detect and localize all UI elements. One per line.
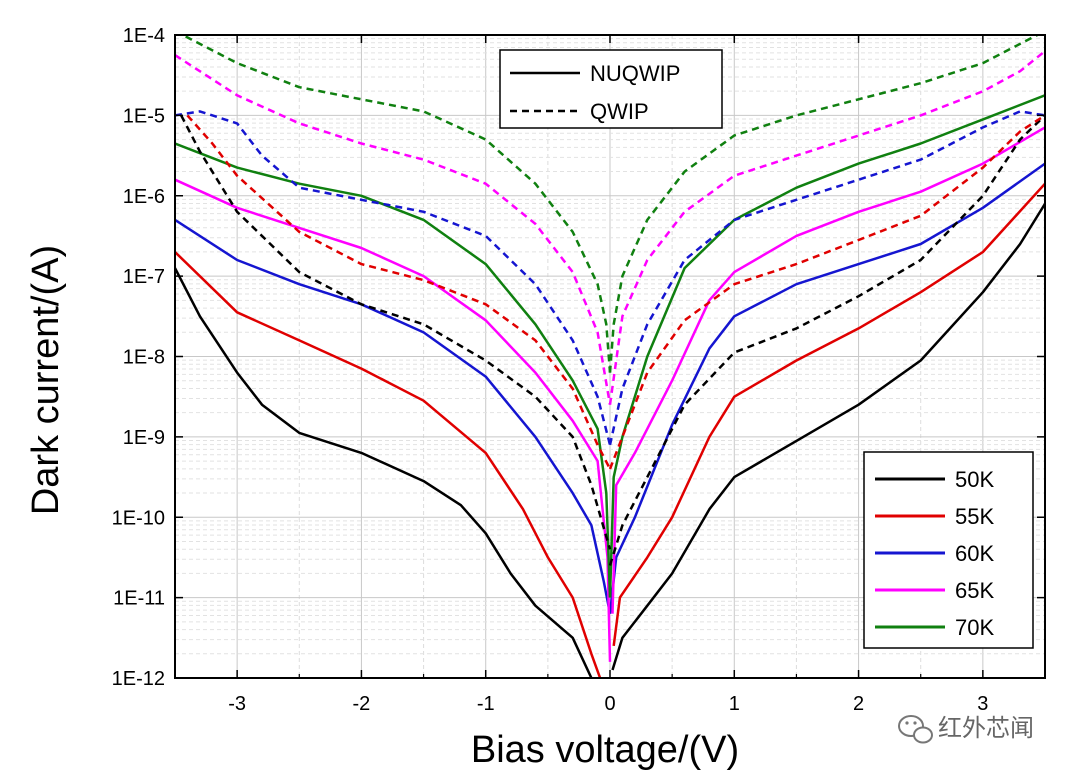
x-tick-label: -1	[477, 693, 495, 715]
legend-label-55k: 55K	[955, 504, 994, 529]
x-tick-label: -2	[353, 693, 371, 715]
series-55k-qwip	[186, 114, 612, 470]
x-tick-label: 1	[729, 693, 740, 715]
series-50k-qwip	[608, 114, 1045, 566]
series-65k-qwip	[175, 54, 612, 405]
legend-temperature: 50K 55K 60K 65K 70K	[863, 451, 1034, 649]
legend-label-70k: 70K	[955, 615, 994, 640]
series-60k-nuqwip	[608, 162, 1045, 614]
series-70k-qwip	[608, 35, 1040, 373]
y-tick-label: 1E-8	[123, 347, 165, 369]
series-55k-nuqwip	[612, 182, 1045, 647]
series-50k-qwip	[180, 114, 612, 550]
legend-device: NUQWIP QWIP	[499, 49, 723, 129]
y-axis-title: Dark current/(A)	[25, 245, 67, 515]
series-60k-qwip	[175, 110, 612, 446]
watermark: 红外芯闻	[898, 714, 1034, 744]
series-65k-nuqwip	[175, 178, 612, 662]
legend-qwip-label: QWIP	[590, 99, 649, 124]
legend-nuqwip-label: NUQWIP	[590, 61, 680, 86]
y-tick-label: 1E-11	[113, 588, 165, 610]
series-60k-qwip	[608, 110, 1045, 446]
series-55k-qwip	[608, 114, 1045, 470]
series-70k-qwip	[180, 35, 612, 373]
y-tick-label: 1E-7	[123, 266, 165, 288]
y-tick-label: 1E-5	[123, 105, 165, 127]
series-65k-qwip	[608, 50, 1045, 405]
series-group	[175, 35, 1045, 678]
series-55k-nuqwip	[175, 251, 602, 678]
legend-temp-box	[863, 451, 1034, 649]
series-60k-nuqwip	[175, 218, 612, 614]
legend-label-60k: 60K	[955, 541, 994, 566]
wechat-icon	[898, 715, 933, 744]
x-tick-label: 3	[977, 693, 988, 715]
x-tick-label: 0	[604, 693, 615, 715]
series-50k-nuqwip	[175, 267, 593, 678]
legend-label-65k: 65K	[955, 578, 994, 603]
watermark-text: 红外芯闻	[938, 714, 1034, 742]
legend-device-box	[499, 49, 723, 129]
legend-label-50k: 50K	[955, 467, 994, 492]
y-tick-label: 1E-6	[123, 186, 165, 208]
y-tick-label: 1E-10	[112, 507, 165, 529]
series-65k-nuqwip	[611, 126, 1045, 614]
y-tick-label: 1E-9	[123, 427, 165, 449]
y-tick-label: 1E-4	[123, 25, 165, 47]
x-tick-label: 2	[853, 693, 864, 715]
x-tick-label: -3	[228, 693, 246, 715]
axis-ticks: -3 -2 -1 0 1 2 3 1E-12 1E-11 1E-10 1E-9 1E-8 1E-7 1E-…	[112, 25, 1045, 715]
series-50k-nuqwip	[611, 203, 1045, 671]
x-axis-title: Bias voltage/(V)	[471, 729, 739, 771]
y-tick-label: 1E-12	[112, 668, 165, 690]
